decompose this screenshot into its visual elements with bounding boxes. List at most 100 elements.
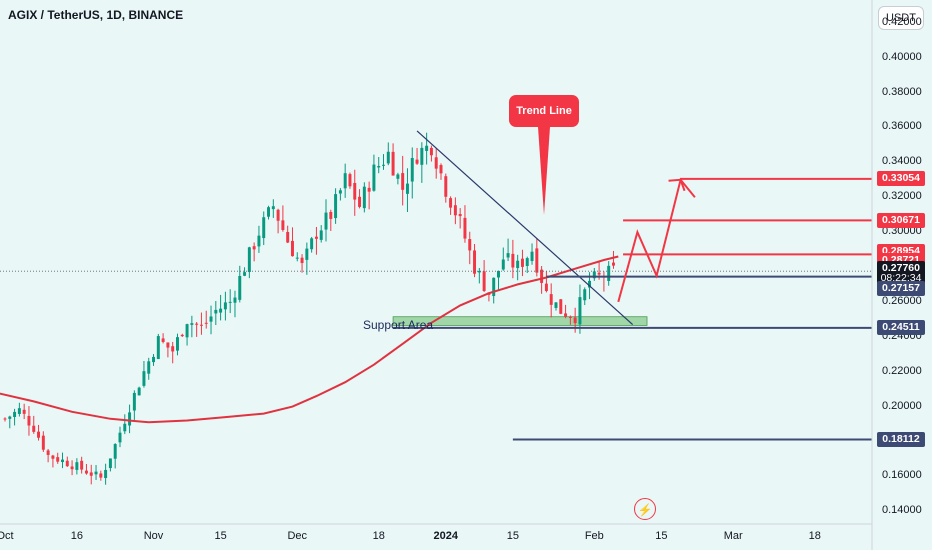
y-tick-label: 0.22000 [882,364,922,377]
candle-body [578,297,582,325]
currency-button[interactable]: USDT [878,6,924,30]
candle-body [51,455,55,459]
candle-body [334,194,338,219]
candle-body [123,423,127,432]
trend-line-callout: Trend Line [509,95,579,127]
candle-body [46,450,50,455]
candle-body [61,459,64,463]
projection-path [617,177,696,303]
y-tick-label: 0.42000 [882,15,922,28]
candle-body [286,231,290,243]
y-tick-label: 0.14000 [882,504,922,517]
candle-body [386,151,390,164]
candle-body [396,174,400,179]
candle-body [180,334,184,337]
candle-body [588,280,592,288]
candle-body [195,323,199,325]
candle-body [219,308,223,313]
candle-body [353,182,357,200]
candle-body [367,187,371,192]
candle-body [56,457,60,462]
support-area-label: Support Area [363,318,434,332]
candle-body [516,260,520,269]
price-badge-resistance: 0.33054 [877,171,925,187]
candle-body [17,408,21,414]
candle-body [473,250,477,274]
candle-body [137,387,141,396]
candle-body [99,473,103,478]
candle-body [420,147,424,165]
candle-body [104,469,108,479]
candle-body [233,297,237,303]
x-tick-label: 2024 [433,530,459,542]
candle-body [554,302,558,308]
candle-body [305,248,309,260]
candle-body [41,435,45,450]
projection-arrowhead [668,178,686,192]
x-tick-label: Oct [0,530,14,542]
price-badge-support: 0.24511 [877,320,925,336]
y-tick-label: 0.30000 [882,225,922,238]
candle-body [319,230,323,240]
candle-body [439,165,443,174]
chart-title: AGIX / TetherUS, 1D, BINANCE [8,8,184,22]
candle-body [267,207,271,217]
candle-body [290,240,294,257]
candle-body [142,371,146,386]
candle-body [535,248,539,273]
candle-body [477,271,481,273]
candle-body [401,173,405,190]
candle-body [607,265,611,281]
candle-body [295,257,299,259]
candle-body [281,220,285,231]
candle-body [358,196,362,207]
candle-body [22,409,26,414]
candle-body [482,271,486,291]
y-tick-label: 0.20000 [882,399,922,412]
candle-body [3,418,7,420]
y-tick-label: 0.40000 [882,50,922,63]
y-tick-label: 0.16000 [882,469,922,482]
candle-body [564,313,568,317]
candle-body [185,324,189,338]
trend-line [416,130,634,326]
candle-body [544,283,548,292]
candle-body [568,316,572,318]
candle-body [597,272,601,275]
candle-body [243,272,247,276]
candle-body [132,392,136,411]
candle-body [329,211,333,219]
candle-body [429,147,433,156]
candle-body [611,262,615,266]
candle-body [147,361,151,374]
candle-body [458,214,462,217]
x-tick-label: Nov [143,530,164,542]
candle-body [434,157,438,169]
candle-body [324,212,328,230]
x-tick-label: 15 [506,530,519,542]
candle-body [583,289,587,301]
candle-body [348,174,352,187]
candle-body [530,251,534,261]
candle-body [65,460,69,467]
candle-body [70,466,74,470]
candle-body [511,253,515,268]
candle-body [314,236,318,239]
x-tick-label: 15 [655,530,668,542]
tradingview-logo-icon[interactable]: ⚡ [634,498,656,520]
candle-body [525,258,529,266]
y-tick-label: 0.38000 [882,85,922,98]
candle-body [204,322,208,324]
candle-body [27,415,31,426]
candle-body [199,324,203,326]
candle-body [94,471,98,475]
candle-body [463,217,467,239]
x-tick-label: 18 [808,530,821,542]
candle-body [520,258,524,267]
candle-body [492,277,496,297]
candle-body [13,411,17,417]
candle-body [372,164,376,191]
candle-body [377,165,381,168]
